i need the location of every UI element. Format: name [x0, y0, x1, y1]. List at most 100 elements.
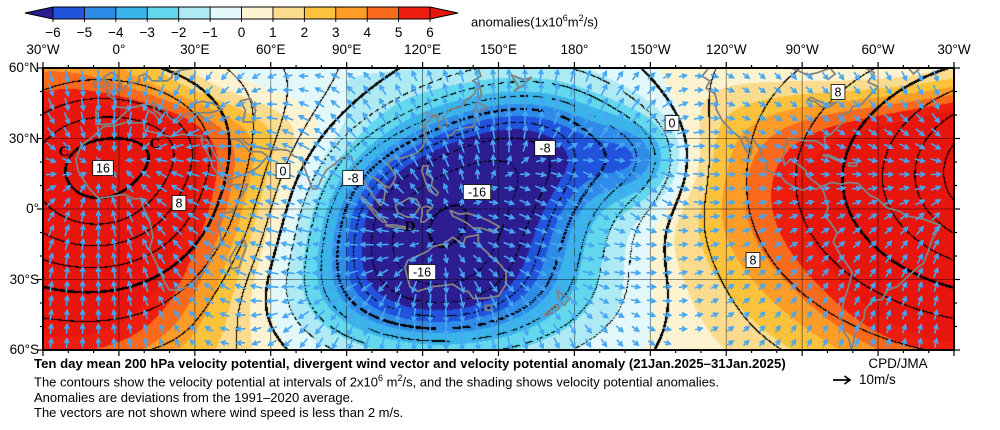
lon-tick-label: 180°	[560, 42, 589, 57]
wind-vector	[393, 268, 404, 278]
wind-vector	[359, 256, 374, 262]
wind-vector	[312, 284, 327, 291]
wind-vector	[521, 322, 529, 337]
wind-vector	[822, 296, 829, 305]
wind-vector	[111, 196, 117, 208]
wind-vector	[550, 269, 564, 276]
wind-vector	[48, 252, 55, 265]
wind-vector	[519, 241, 532, 248]
wind-vector	[48, 238, 55, 251]
wind-vector	[202, 213, 215, 220]
wind-vector	[583, 142, 594, 150]
wind-vector	[173, 310, 181, 319]
wind-vector	[534, 213, 548, 220]
wind-vector	[142, 309, 149, 320]
wind-vector	[661, 199, 674, 206]
wind-vector	[140, 183, 151, 193]
wind-vector	[443, 307, 449, 323]
wind-vector	[155, 143, 168, 150]
wind-vector	[519, 199, 532, 206]
wind-vector	[836, 199, 847, 206]
wind-vector	[281, 142, 294, 150]
wind-vector	[248, 185, 264, 191]
wind-vector	[46, 185, 57, 192]
wind-vector	[741, 199, 752, 206]
wind-vector	[916, 225, 925, 235]
wind-vector	[233, 143, 247, 149]
wind-vector	[297, 142, 310, 151]
wind-vector	[757, 185, 768, 192]
wind-vector	[281, 115, 294, 121]
wind-vector	[598, 198, 610, 208]
wind-vector	[535, 171, 548, 178]
wind-vector	[678, 227, 689, 234]
wind-vector	[143, 337, 149, 348]
wind-vector	[582, 227, 596, 234]
wind-vector	[265, 312, 278, 318]
wind-vector	[377, 154, 388, 166]
wind-vector	[916, 99, 924, 110]
wind-vector	[95, 337, 102, 348]
wind-vector	[201, 185, 216, 191]
wind-vector	[155, 171, 168, 178]
wind-vector	[726, 270, 736, 276]
wind-vector	[378, 97, 387, 110]
wind-vector	[758, 269, 767, 276]
wind-vector	[264, 241, 279, 248]
wind-vector	[394, 139, 403, 153]
wind-vector	[790, 86, 798, 94]
wind-vector	[582, 256, 595, 262]
wind-vector	[280, 269, 295, 276]
wind-vector	[710, 73, 720, 79]
wind-vector	[111, 69, 117, 84]
wind-vector	[458, 110, 465, 125]
wind-vector	[375, 227, 390, 234]
wind-vector	[932, 225, 940, 236]
wind-vector	[282, 325, 293, 333]
vector-scale-label: 10m/s	[859, 372, 896, 387]
wind-vector	[725, 143, 736, 150]
wind-vector	[582, 270, 595, 276]
wind-vector	[490, 138, 496, 153]
wind-vector	[392, 227, 405, 234]
wind-vector	[378, 111, 387, 125]
wind-vector	[538, 110, 545, 126]
wind-vector	[203, 268, 214, 277]
wind-vector	[678, 298, 689, 304]
wind-vector	[158, 97, 165, 112]
wind-vector	[331, 322, 340, 336]
wind-vector	[379, 322, 386, 337]
wind-vector	[233, 171, 248, 177]
wind-vector	[488, 241, 500, 248]
wind-vector	[566, 227, 580, 234]
wind-vector	[676, 129, 690, 135]
wind-vector	[80, 223, 86, 237]
wind-vector	[644, 157, 660, 164]
wind-vector	[95, 141, 102, 152]
wind-vector	[346, 112, 356, 124]
wind-vector	[95, 308, 102, 321]
wind-vector	[361, 169, 373, 180]
wind-vector	[79, 183, 86, 193]
wind-vector	[330, 73, 340, 79]
wind-vector	[853, 254, 861, 263]
wind-vector	[932, 84, 939, 97]
wind-vector	[490, 110, 496, 126]
wind-vector	[264, 184, 279, 192]
wind-vector	[64, 266, 70, 279]
wind-vector	[330, 86, 340, 94]
wind-vector	[346, 85, 356, 95]
wind-vector	[917, 70, 924, 82]
wind-vector	[662, 86, 673, 94]
wind-vector	[837, 282, 845, 291]
colorbar-tick-label: −6	[45, 25, 60, 40]
wind-vector	[537, 322, 545, 336]
axis-ticks	[37, 62, 960, 356]
wind-vector	[774, 255, 783, 262]
wind-vector	[789, 157, 799, 164]
wind-vector	[488, 214, 500, 220]
wind-vector	[741, 213, 752, 220]
wind-vector	[506, 154, 512, 165]
wind-vector	[790, 268, 798, 277]
wind-vector	[312, 184, 327, 192]
